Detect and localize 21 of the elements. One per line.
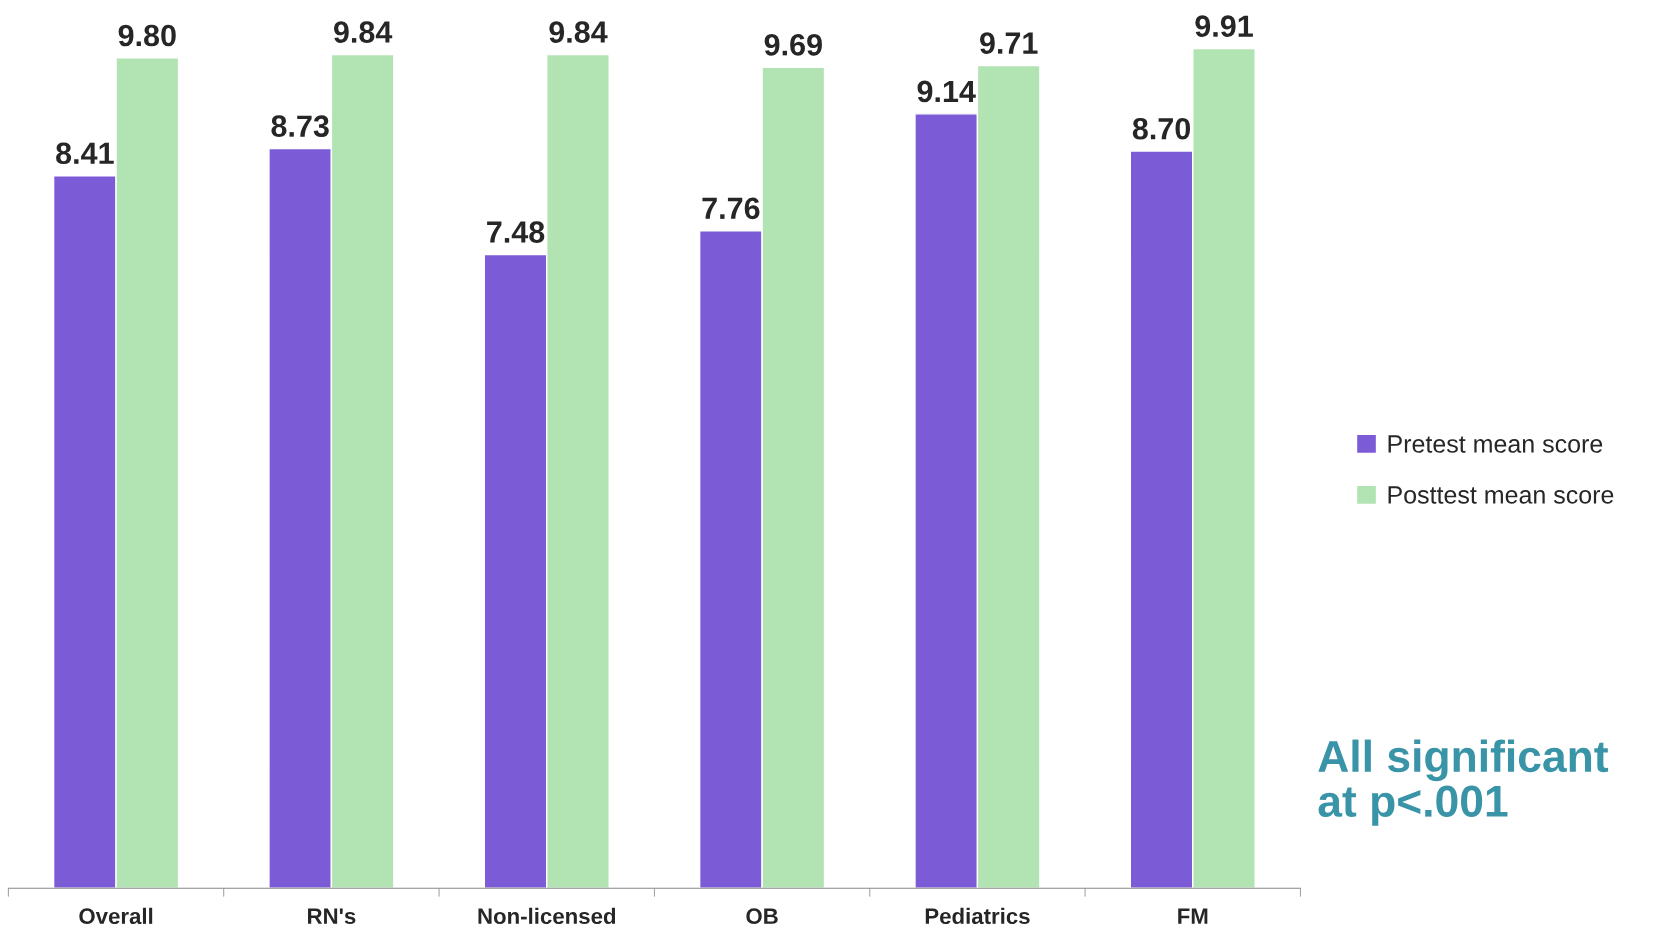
x-tick-label: FM bbox=[1178, 908, 1208, 924]
x-tick-label: RN's bbox=[308, 908, 356, 925]
data-label: 9.84 bbox=[333, 21, 393, 43]
data-label: 8.73 bbox=[271, 115, 329, 138]
data-label: 7.76 bbox=[702, 197, 760, 220]
data-label: 9.80 bbox=[118, 24, 176, 47]
x-tick-label: Overall bbox=[79, 907, 153, 925]
text: All significant at p<.001 bbox=[1318, 739, 1609, 826]
data-label: 8.70 bbox=[1132, 117, 1191, 140]
data-label: 9.91 bbox=[1195, 15, 1253, 37]
x-tick-label: Pediatrics bbox=[925, 907, 1030, 925]
data-label: 9.71 bbox=[979, 32, 1038, 54]
data-label: 8.41 bbox=[56, 142, 114, 165]
data-label: 9.69 bbox=[764, 34, 822, 56]
x-tick-label: Non-licensed bbox=[478, 907, 616, 925]
data-label: 7.48 bbox=[487, 221, 545, 243]
data-label: 9.14 bbox=[917, 80, 976, 103]
x-tick-label: OB bbox=[746, 908, 778, 925]
legend-label: Pretest mean score bbox=[1388, 435, 1603, 453]
data-label: 9.84 bbox=[549, 21, 608, 43]
legend-label: Posttest mean score bbox=[1388, 486, 1614, 504]
